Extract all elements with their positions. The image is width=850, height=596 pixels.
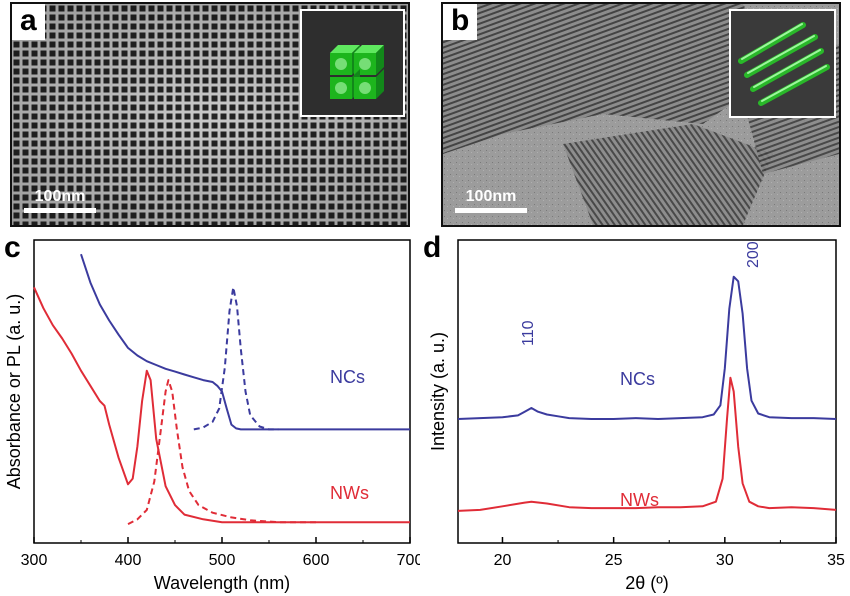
plot-frame — [457, 239, 837, 544]
x-tick-label: 500 — [209, 552, 236, 569]
panel-a-scale-bar: 100nm — [24, 189, 96, 213]
x-tick-label: 20 — [494, 552, 512, 569]
nws-solid-curve — [33, 286, 410, 524]
series-label-ncs: NCs — [330, 367, 365, 387]
ncs-dashed-curve — [193, 286, 279, 431]
y-axis-label: Intensity (a. u.) — [428, 332, 448, 451]
panel-a-scale-text: 100nm — [34, 188, 86, 205]
x-axis-label: 2θ (º) — [625, 573, 669, 593]
x-tick-label: 300 — [21, 552, 48, 569]
nanowire-bundles — [443, 4, 839, 225]
nanowire-model-inset — [729, 9, 836, 118]
series-label-nws: NWs — [620, 490, 659, 510]
x-tick-label: 600 — [303, 552, 330, 569]
nws-solid-curve — [457, 376, 837, 512]
panel-a-tem-image: a 100nm — [10, 2, 410, 227]
series-label-nws: NWs — [330, 483, 369, 503]
x-tick-label: 35 — [827, 552, 845, 569]
x-tick-label: 700 — [397, 552, 420, 569]
x-axis-label: Wavelength (nm) — [154, 573, 290, 593]
panel-b-tem-image: b 100nm — [441, 2, 841, 227]
series-label-ncs: NCs — [620, 369, 655, 389]
panel-b-scale-bar: 100nm — [455, 189, 527, 213]
panel-c-label: c — [4, 231, 21, 264]
peak-label-200: 200 — [745, 241, 762, 268]
cube-assembly-icon — [302, 11, 403, 115]
panel-b-scale-text: 100nm — [465, 188, 517, 205]
x-tick-label: 30 — [716, 552, 734, 569]
y-axis-label: Absorbance or PL (a. u.) — [4, 294, 24, 489]
rod-assembly-icon — [731, 11, 834, 116]
panel-a-label: a — [12, 4, 45, 40]
ncs-solid-curve — [80, 253, 410, 431]
panel-b-label: b — [443, 4, 478, 40]
x-tick-label: 25 — [605, 552, 623, 569]
xrd-chart: 20 25 30 35 2θ (º) Intensity (a. u.) NCs NWs 110… — [428, 239, 845, 593]
nws-dashed-curve — [127, 379, 316, 525]
ncs-solid-curve — [457, 275, 837, 420]
x-tick-label: 400 — [115, 552, 142, 569]
absorbance-pl-chart: 300 400 500 600 700 Wavelength (nm) Absorbance… — [4, 239, 420, 593]
nanocube-model-inset — [300, 9, 405, 117]
panel-d-label: d — [423, 231, 442, 264]
peak-label-110: 110 — [520, 320, 537, 346]
